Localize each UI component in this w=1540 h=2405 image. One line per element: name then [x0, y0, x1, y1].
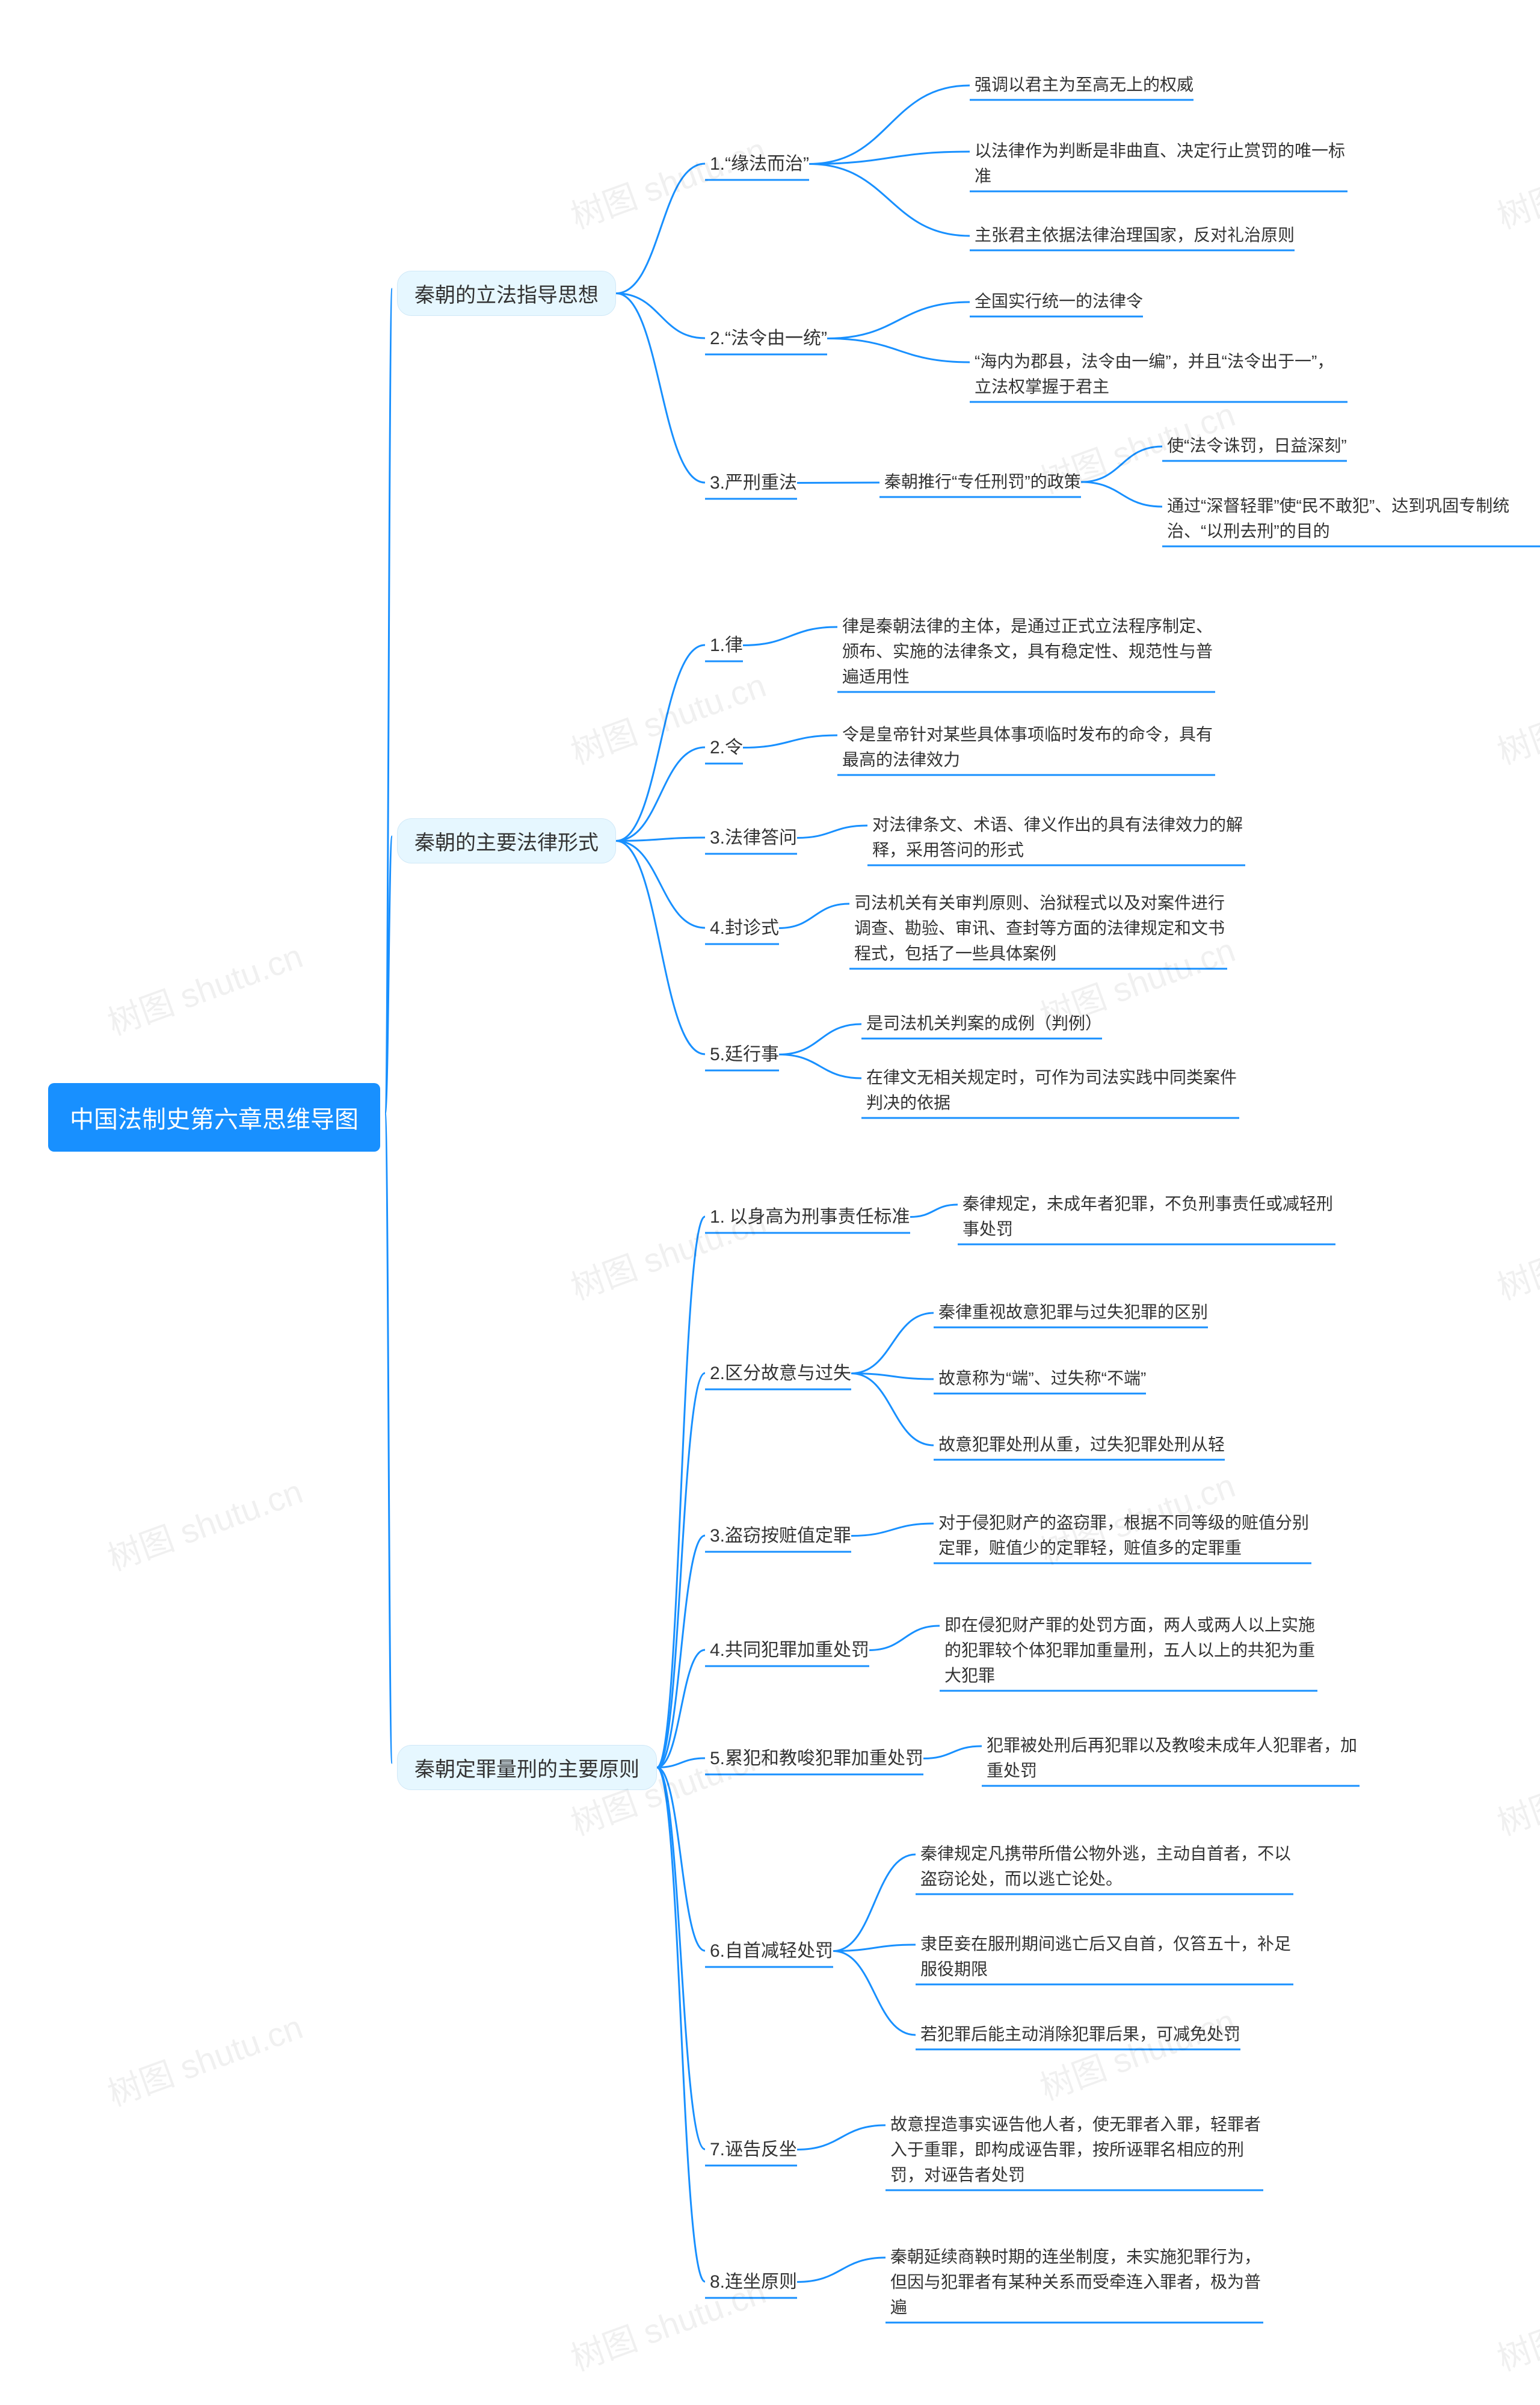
mindmap-node: 2.令: [710, 734, 743, 761]
mindmap-node: 全国实行统一的法律令: [975, 289, 1143, 314]
mindmap-node: 主张君主依据法律治理国家，反对礼治原则: [975, 223, 1295, 248]
mindmap-node: 隶臣妾在服刑期间逃亡后又自首，仅笞五十，补足服役期限: [920, 1931, 1293, 1982]
mindmap-node: 8.连坐原则: [710, 2268, 797, 2295]
mindmap-root: 中国法制史第六章思维导图: [48, 1083, 380, 1152]
mindmap-node: 故意犯罪处刑从重，过失犯罪处刑从轻: [938, 1432, 1225, 1457]
mindmap-node: 7.诬告反坐: [710, 2136, 797, 2163]
mindmap-node: 5.廷行事: [710, 1041, 779, 1068]
mindmap-node: 2.区分故意与过失: [710, 1360, 851, 1387]
mindmap-node: 司法机关有关审判原则、治狱程式以及对案件进行调查、勘验、审讯、查封等方面的法律规…: [854, 891, 1227, 966]
mindmap-node: 秦朝推行“专任刑罚”的政策: [884, 469, 1081, 495]
mindmap-node: 3.法律答问: [710, 824, 797, 851]
mindmap-nodes: 中国法制史第六章思维导图 秦朝的立法指导思想秦朝的主要法律形式秦朝定罪量刑的主要原…: [0, 0, 1540, 2405]
mindmap-node: 4.共同犯罪加重处罚: [710, 1637, 869, 1664]
mindmap-node: 6.自首减轻处罚: [710, 1937, 833, 1965]
mindmap-node: 使“法令诛罚，日益深刻”: [1167, 433, 1347, 458]
mindmap-node: 对于侵犯财产的盗窃罪，根据不同等级的赃值分别定罪，赃值少的定罪轻，赃值多的定罪重: [938, 1510, 1311, 1561]
mindmap-branch: 秦朝的主要法律形式: [397, 818, 616, 863]
mindmap-node: 3.严刑重法: [710, 469, 797, 496]
mindmap-node: 律是秦朝法律的主体，是通过正式立法程序制定、颁布、实施的法律条文，具有稳定性、规…: [842, 614, 1215, 690]
mindmap-node: 2.“法令由一统”: [710, 325, 827, 352]
mindmap-node: 在律文无相关规定时，可作为司法实践中同类案件判决的依据: [866, 1065, 1239, 1116]
mindmap-node: 犯罪被处刑后再犯罪以及教唆未成年人犯罪者，加重处罚: [987, 1733, 1360, 1783]
mindmap-branch: 秦朝的立法指导思想: [397, 271, 616, 316]
mindmap-node: 以法律作为判断是非曲直、决定行止赏罚的唯一标准: [975, 138, 1348, 189]
mindmap-node: 1.律: [710, 632, 743, 659]
mindmap-node: 即在侵犯财产罪的处罚方面，两人或两人以上实施的犯罪较个体犯罪加重量刑，五人以上的…: [944, 1613, 1317, 1688]
mindmap-node: “海内为郡县，法令由一编”，并且“法令出于一”，立法权掌握于君主: [975, 349, 1348, 400]
mindmap-node: 强调以君主为至高无上的权威: [975, 72, 1194, 97]
mindmap-node: 1.“缘法而治”: [710, 150, 809, 178]
mindmap-node: 故意捏造事实诬告他人者，使无罪者入罪，轻罪者入于重罪，即构成诬告罪，按所诬罪名相…: [890, 2112, 1263, 2188]
mindmap-node: 故意称为“端”、过失称“不端”: [938, 1366, 1146, 1391]
mindmap-node: 秦律重视故意犯罪与过失犯罪的区别: [938, 1300, 1208, 1325]
mindmap-node: 对法律条文、术语、律义作出的具有法律效力的解释，采用答问的形式: [872, 812, 1245, 863]
mindmap-node: 4.封诊式: [710, 915, 779, 942]
mindmap-node: 是司法机关判案的成例（判例）: [866, 1011, 1102, 1036]
mindmap-node: 5.累犯和教唆犯罪加重处罚: [710, 1745, 923, 1772]
mindmap-node: 1. 以身高为刑事责任标准: [710, 1203, 910, 1230]
mindmap-node: 秦律规定凡携带所借公物外逃，主动自首者，不以盗窃论处，而以逃亡论处。: [920, 1841, 1293, 1892]
mindmap-node: 通过“深督轻罪”使“民不敢犯”、达到巩固专制统治、“以刑去刑”的目的: [1167, 493, 1540, 544]
mindmap-node: 令是皇帝针对某些具体事项临时发布的命令，具有最高的法律效力: [842, 722, 1215, 773]
mindmap-node: 秦律规定，未成年者犯罪，不负刑事责任或减轻刑事处罚: [962, 1191, 1335, 1242]
mindmap-branch: 秦朝定罪量刑的主要原则: [397, 1745, 657, 1790]
mindmap-node: 秦朝延续商鞅时期的连坐制度，未实施犯罪行为，但因与犯罪者有某种关系而受牵连入罪者…: [890, 2244, 1263, 2320]
mindmap-node: 3.盗窃按赃值定罪: [710, 1522, 851, 1549]
mindmap-node: 若犯罪后能主动消除犯罪后果，可减免处罚: [920, 2022, 1240, 2047]
